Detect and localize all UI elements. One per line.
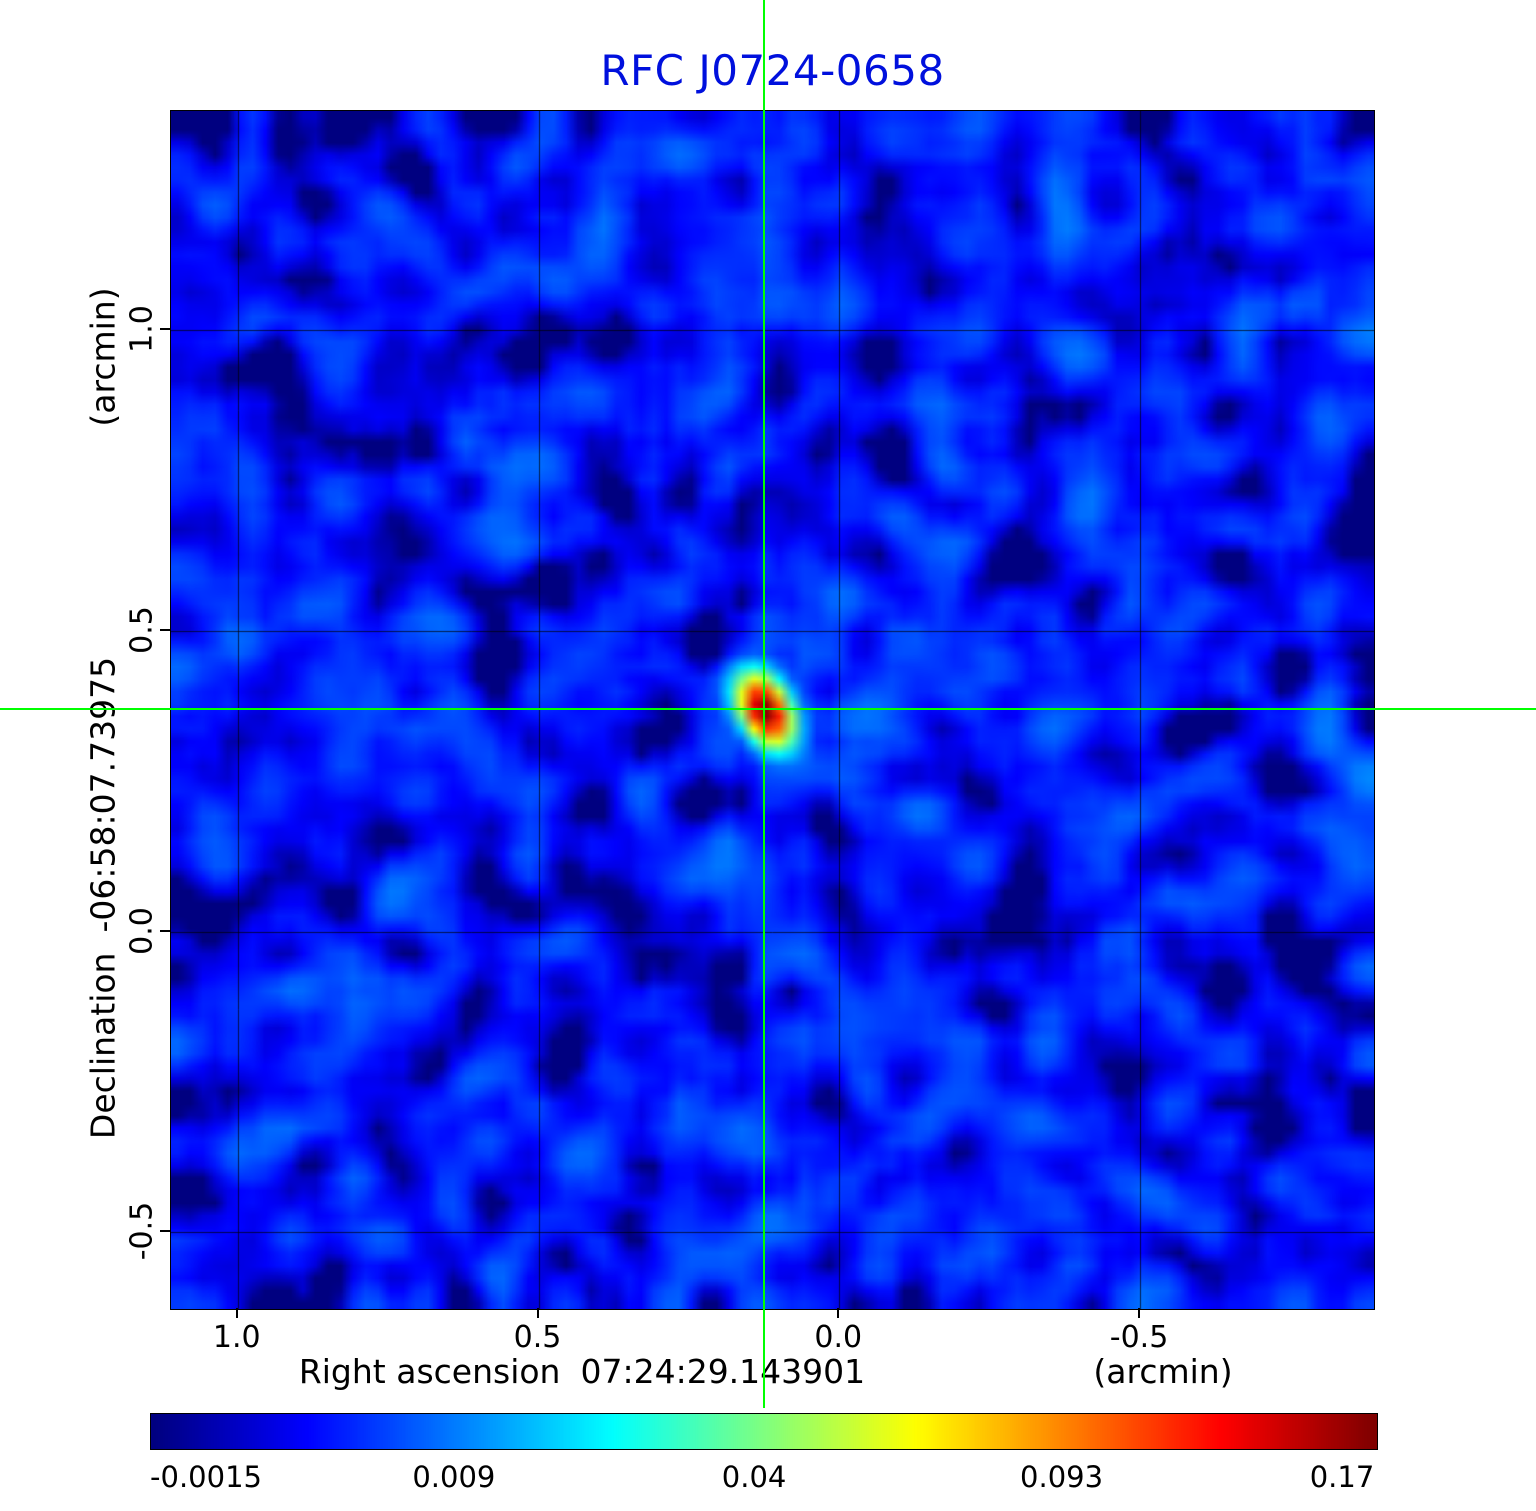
y-tick-label: 1.0 (124, 305, 160, 354)
crosshair-vertical-line (762, 0, 765, 1408)
x-axis-title: Right ascension 07:24:29.143901 (299, 1352, 865, 1391)
y-axis-coordinate-value: -06:58:07.73975 (83, 656, 123, 933)
y-axis-name: Declination (83, 952, 123, 1140)
y-tick-label: -0.5 (124, 1201, 160, 1261)
colorbar-tick-label: 0.04 (721, 1460, 787, 1494)
y-tick-mark (160, 929, 170, 932)
x-tick-label: 0.5 (513, 1320, 562, 1355)
y-tick-mark (160, 628, 170, 631)
x-tick-mark (536, 1308, 539, 1318)
x-tick-label: 1.0 (212, 1320, 261, 1355)
colorbar-tick-label: 0.093 (1020, 1460, 1104, 1494)
x-tick-label: 0.0 (814, 1320, 863, 1355)
colorbar-tick-label: -0.0015 (150, 1460, 262, 1494)
y-axis-title: Declination -06:58:07.73975 (84, 657, 123, 1139)
x-tick-mark (1138, 1308, 1141, 1318)
x-tick-mark (235, 1308, 238, 1318)
x-tick-label: -0.5 (1109, 1320, 1169, 1355)
x-axis-coordinate-value: 07:24:29.143901 (580, 1352, 866, 1391)
y-tick-mark (160, 1230, 170, 1233)
y-tick-label: 0.0 (124, 906, 160, 955)
y-tick-label: 0.5 (124, 606, 160, 654)
figure-title: RFC J0724-0658 (600, 46, 945, 95)
x-axis-unit-label: (arcmin) (1093, 1352, 1233, 1391)
y-axis-unit-label: (arcmin) (83, 287, 123, 427)
colorbar-gradient (151, 1414, 1377, 1449)
colorbar (150, 1413, 1378, 1450)
x-axis-name: Right ascension (298, 1352, 561, 1391)
crosshair-horizontal-line (0, 708, 1536, 711)
x-tick-mark (837, 1308, 840, 1318)
colorbar-tick-label: 0.17 (1309, 1460, 1375, 1494)
y-tick-mark (160, 328, 170, 331)
colorbar-tick-label: 0.009 (412, 1460, 496, 1494)
